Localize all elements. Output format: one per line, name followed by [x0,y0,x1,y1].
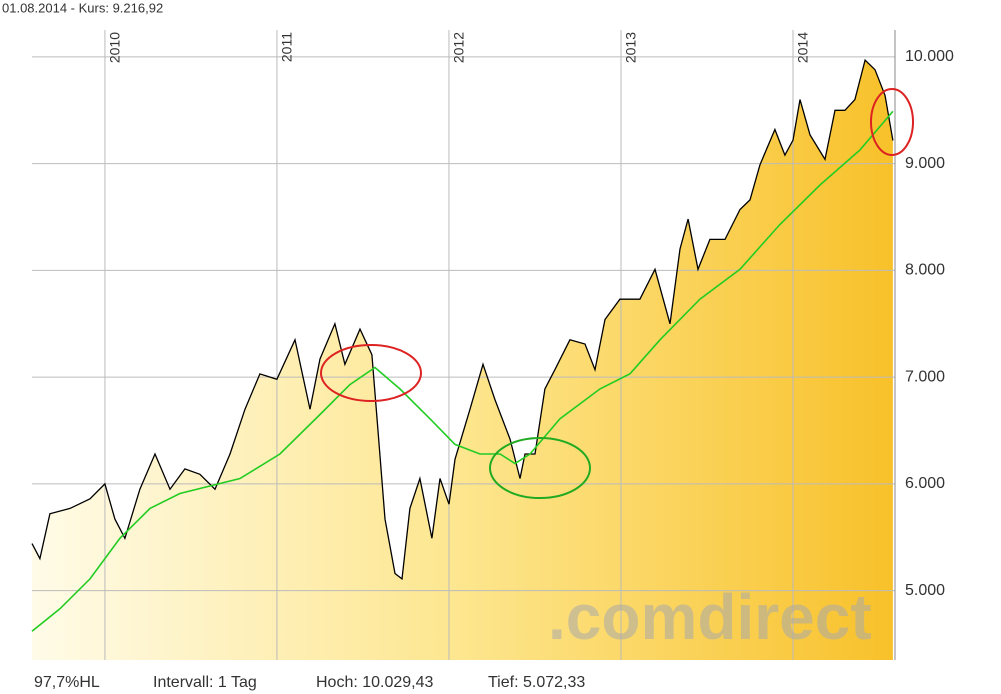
y-tick-label: 6.000 [905,475,945,492]
footer-item: Intervall: 1 Tag [153,674,257,691]
x-tick-label: 2012 [451,32,467,63]
line [31,110,894,632]
line [31,58,894,581]
footer-item: 97,7%HL [34,674,100,691]
footer-item: Tief: 5.072,33 [488,674,585,691]
x-tick-label: 2014 [795,32,811,63]
y-tick-label: 8.000 [905,262,945,279]
x-tick-label: 2011 [279,32,295,62]
y-tick-label: 5.000 [905,582,945,599]
y-tick-label: 10.000 [905,48,954,65]
highlight-ellipse [489,437,591,499]
y-tick-label: 9.000 [905,155,945,172]
area [32,60,893,661]
x-tick-label: 2010 [107,32,123,63]
header: 01.08.2014 - Kurs: 9.216,92 [2,0,163,15]
watermark: .comdirect [548,581,872,653]
x-tick-label: 2013 [623,32,639,63]
footer-item: Hoch: 10.029,43 [316,674,434,691]
y-tick-label: 7.000 [905,368,945,385]
highlight-ellipse [870,88,914,156]
highlight-ellipse [320,344,422,402]
